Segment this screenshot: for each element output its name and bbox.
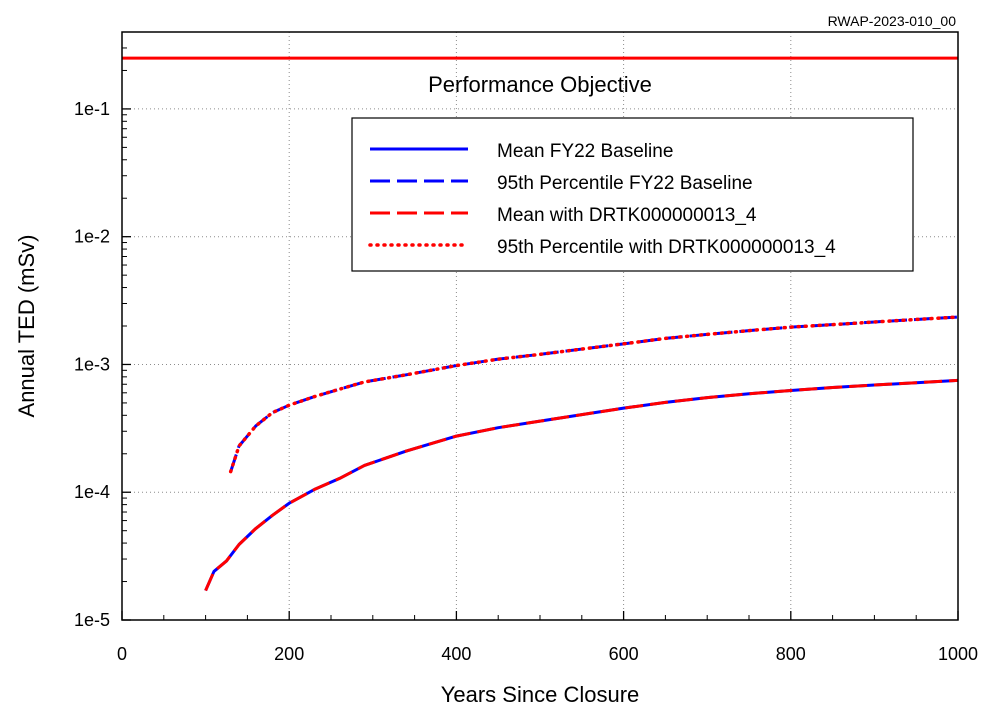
x-tick-label: 600 [609, 644, 639, 664]
series-layer [204, 315, 960, 592]
x-tick-label: 800 [776, 644, 806, 664]
plot-frame [121, 31, 959, 621]
x-tick-label: 400 [441, 644, 471, 664]
legend-label-0: Mean FY22 Baseline [497, 141, 673, 162]
y-tick-label: 1e-3 [74, 354, 110, 374]
x-tick-label: 0 [117, 644, 127, 664]
legend: Mean FY22 Baseline 95th Percentile FY22 … [351, 117, 914, 272]
legend-label-3: 95th Percentile with DRTK000000013_4 [497, 237, 836, 258]
series-line-2 [204, 378, 959, 592]
x-axis-label: Years Since Closure [441, 682, 640, 707]
series-line-3 [228, 315, 960, 474]
y-axis-label: Annual TED (mSv) [14, 235, 39, 418]
y-tick-label: 1e-4 [74, 482, 110, 502]
y-tick-label: 1e-5 [74, 610, 110, 630]
reference-line-label: Performance Objective [428, 72, 652, 97]
x-tick-label: 200 [274, 644, 304, 664]
x-tick-label: 1000 [938, 644, 978, 664]
tick-label-layer: 0 200 400 600 800 1000 1e-5 1e-4 1e-3 1e-2 1e-1 [74, 99, 978, 664]
header-id: RWAP-2023-010_00 [828, 13, 957, 29]
legend-label-2: Mean with DRTK000000013_4 [497, 205, 757, 226]
legend-label-1: 95th Percentile FY22 Baseline [497, 173, 753, 194]
y-tick-label: 1e-2 [74, 227, 110, 247]
y-tick-label: 1e-1 [74, 99, 110, 119]
